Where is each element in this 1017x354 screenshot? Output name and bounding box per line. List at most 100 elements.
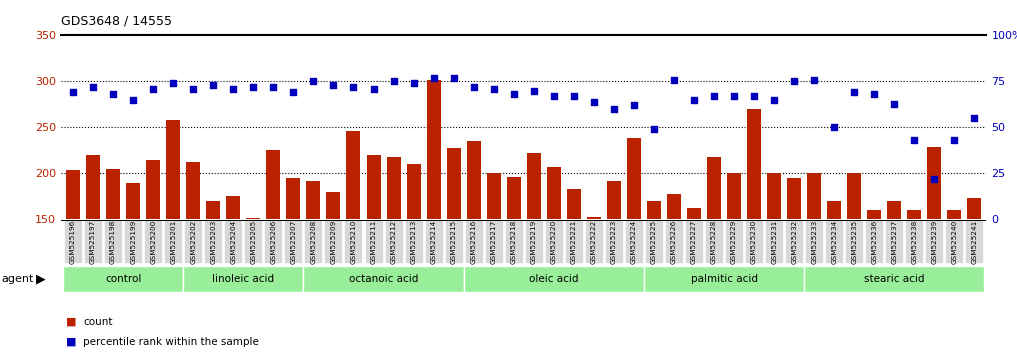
FancyBboxPatch shape: [425, 220, 442, 263]
Bar: [366, 155, 380, 219]
Text: GSM525213: GSM525213: [411, 219, 417, 264]
FancyBboxPatch shape: [725, 220, 743, 263]
FancyBboxPatch shape: [564, 220, 583, 263]
Text: GSM525196: GSM525196: [70, 219, 76, 264]
Text: GSM525199: GSM525199: [130, 219, 136, 264]
FancyBboxPatch shape: [865, 220, 884, 263]
FancyBboxPatch shape: [345, 220, 362, 263]
FancyBboxPatch shape: [124, 220, 142, 263]
Text: GSM525230: GSM525230: [752, 219, 757, 264]
Text: agent: agent: [1, 274, 34, 284]
Text: GSM525204: GSM525204: [230, 219, 236, 264]
Point: [826, 125, 842, 130]
Text: GSM525240: GSM525240: [952, 219, 957, 264]
FancyBboxPatch shape: [405, 220, 423, 263]
Bar: [106, 169, 120, 219]
Text: GSM525232: GSM525232: [791, 219, 797, 264]
Bar: [426, 80, 440, 219]
FancyBboxPatch shape: [204, 220, 223, 263]
Text: GSM525200: GSM525200: [151, 219, 157, 264]
Text: GSM525219: GSM525219: [531, 219, 537, 264]
FancyBboxPatch shape: [605, 220, 622, 263]
Point: [625, 103, 642, 108]
Point: [385, 79, 402, 84]
FancyBboxPatch shape: [465, 220, 483, 263]
Text: GSM525214: GSM525214: [430, 219, 436, 264]
Text: GSM525220: GSM525220: [551, 219, 556, 264]
Text: GSM525238: GSM525238: [911, 219, 917, 264]
Text: GSM525211: GSM525211: [370, 219, 376, 264]
Text: GSM525231: GSM525231: [771, 219, 777, 264]
Bar: [727, 173, 741, 219]
Point: [946, 137, 962, 143]
FancyBboxPatch shape: [104, 220, 122, 263]
Bar: [86, 155, 100, 219]
FancyBboxPatch shape: [184, 220, 202, 263]
Text: GSM525241: GSM525241: [971, 219, 977, 264]
FancyBboxPatch shape: [965, 220, 983, 263]
Text: GSM525239: GSM525239: [932, 219, 938, 264]
Bar: [948, 210, 961, 219]
FancyBboxPatch shape: [645, 220, 663, 263]
Bar: [707, 157, 721, 219]
Text: GSM525227: GSM525227: [691, 219, 697, 264]
Text: percentile rank within the sample: percentile rank within the sample: [83, 337, 259, 347]
Bar: [487, 173, 500, 219]
Point: [586, 99, 602, 104]
FancyBboxPatch shape: [303, 266, 464, 292]
FancyBboxPatch shape: [585, 220, 603, 263]
Bar: [767, 173, 781, 219]
Text: GSM525228: GSM525228: [711, 219, 717, 264]
Text: GSM525208: GSM525208: [310, 219, 316, 264]
Bar: [506, 177, 521, 219]
FancyBboxPatch shape: [264, 220, 283, 263]
FancyBboxPatch shape: [485, 220, 502, 263]
Bar: [226, 196, 240, 219]
Point: [766, 97, 782, 103]
Bar: [907, 210, 921, 219]
Text: GSM525221: GSM525221: [571, 219, 577, 264]
Point: [926, 176, 943, 182]
Text: GDS3648 / 14555: GDS3648 / 14555: [61, 14, 172, 27]
Point: [606, 106, 622, 112]
Text: palmitic acid: palmitic acid: [691, 274, 758, 284]
FancyBboxPatch shape: [886, 220, 903, 263]
Point: [646, 126, 662, 132]
Text: GSM525225: GSM525225: [651, 219, 657, 264]
Bar: [607, 181, 621, 219]
FancyBboxPatch shape: [545, 220, 562, 263]
Text: linoleic acid: linoleic acid: [213, 274, 275, 284]
Point: [185, 86, 201, 92]
Bar: [186, 162, 200, 219]
Bar: [407, 164, 421, 219]
Bar: [667, 194, 681, 219]
FancyBboxPatch shape: [384, 220, 403, 263]
Text: GSM525209: GSM525209: [331, 219, 337, 264]
Text: GSM525218: GSM525218: [511, 219, 517, 264]
Text: GSM525217: GSM525217: [491, 219, 496, 264]
Bar: [386, 157, 401, 219]
FancyBboxPatch shape: [64, 220, 82, 263]
Bar: [126, 183, 140, 219]
FancyBboxPatch shape: [745, 220, 763, 263]
FancyBboxPatch shape: [244, 220, 262, 263]
Point: [325, 82, 342, 88]
Text: GSM525210: GSM525210: [351, 219, 357, 264]
Point: [906, 137, 922, 143]
Bar: [847, 173, 861, 219]
Point: [145, 86, 162, 92]
Text: count: count: [83, 317, 113, 327]
Point: [225, 86, 241, 92]
Text: GSM525236: GSM525236: [872, 219, 878, 264]
FancyBboxPatch shape: [804, 266, 984, 292]
Bar: [246, 218, 260, 219]
Text: GSM525224: GSM525224: [631, 219, 637, 264]
FancyBboxPatch shape: [304, 220, 322, 263]
Bar: [326, 192, 341, 219]
Bar: [206, 201, 221, 219]
Text: ■: ■: [66, 317, 76, 327]
Point: [505, 91, 522, 97]
Point: [485, 86, 501, 92]
Point: [125, 97, 141, 103]
Text: GSM525233: GSM525233: [812, 219, 818, 264]
